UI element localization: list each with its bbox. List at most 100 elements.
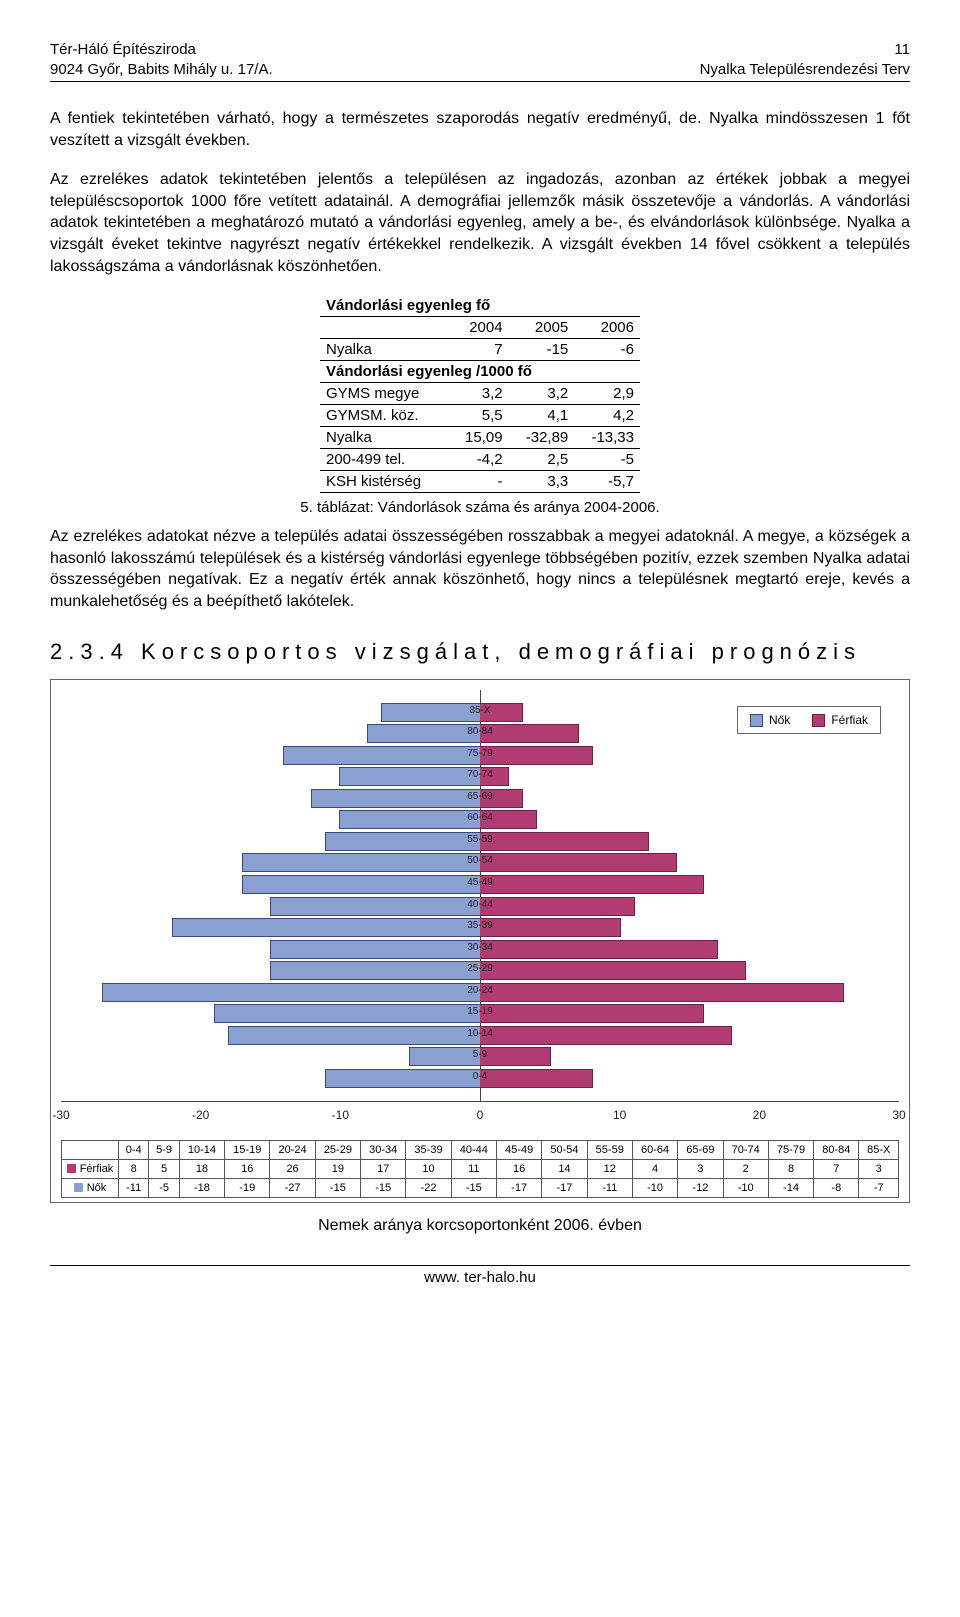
- age-group-label: 25-29: [467, 963, 493, 974]
- table-cell: 15,09: [449, 427, 509, 449]
- grid-cell: 12: [587, 1159, 632, 1178]
- bar-nok: [311, 789, 480, 808]
- grid-cell: -27: [270, 1178, 315, 1197]
- table-cell: 7: [449, 339, 509, 361]
- grid-cell: 16: [225, 1159, 270, 1178]
- paragraph-1: A fentiek tekintetében várható, hogy a t…: [50, 108, 910, 151]
- grid-cell: -8: [814, 1178, 859, 1197]
- x-tick: 0: [477, 1108, 484, 1122]
- age-group-label: 30-34: [467, 942, 493, 953]
- chart-caption: Nemek aránya korcsoportonként 2006. évbe…: [50, 1217, 910, 1235]
- grid-cell: -15: [315, 1178, 360, 1197]
- table-cell: 5,5: [449, 405, 509, 427]
- grid-col-head: 75-79: [768, 1140, 813, 1159]
- table-row-label: GYMSM. köz.: [320, 405, 449, 427]
- grid-cell: 10: [406, 1159, 451, 1178]
- grid-row-head: Nők: [62, 1178, 119, 1197]
- bar-ferfiak: [480, 853, 677, 872]
- bar-nok: [270, 940, 481, 959]
- grid-col-head: 45-49: [496, 1140, 541, 1159]
- table-cell: -6: [574, 339, 640, 361]
- table-cell: 4,2: [574, 405, 640, 427]
- bar-nok: [283, 746, 480, 765]
- grid-cell: -17: [542, 1178, 587, 1197]
- table-year: 2006: [574, 317, 640, 339]
- grid-cell: -11: [119, 1178, 149, 1197]
- age-group-label: 75-79: [467, 748, 493, 759]
- page-number: 11: [894, 40, 910, 60]
- paragraph-3: Az ezrelékes adatokat nézve a település …: [50, 526, 910, 612]
- paragraph-2: Az ezrelékes adatok tekintetében jelentő…: [50, 169, 910, 277]
- grid-col-head: 40-44: [451, 1140, 496, 1159]
- grid-col-head: 30-34: [361, 1140, 406, 1159]
- bar-ferfiak: [480, 1004, 704, 1023]
- bar-ferfiak: [480, 897, 635, 916]
- bar-nok: [381, 703, 480, 722]
- section-heading: 2.3.4 Korcsoportos vizsgálat, demográfia…: [50, 639, 910, 665]
- grid-cell: -18: [179, 1178, 224, 1197]
- bar-nok: [270, 961, 481, 980]
- age-group-label: 20-24: [467, 985, 493, 996]
- table-cell: 3,2: [509, 383, 575, 405]
- grid-cell: -10: [723, 1178, 768, 1197]
- grid-cell: 14: [542, 1159, 587, 1178]
- table-year: 2005: [509, 317, 575, 339]
- grid-cell: -22: [406, 1178, 451, 1197]
- table-cell: -: [449, 471, 509, 493]
- table-year: 2004: [449, 317, 509, 339]
- bar-nok: [339, 810, 480, 829]
- grid-cell: 8: [119, 1159, 149, 1178]
- table-cell: -4,2: [449, 449, 509, 471]
- grid-cell: -17: [496, 1178, 541, 1197]
- grid-col-head: 15-19: [225, 1140, 270, 1159]
- table-section-head: Vándorlási egyenleg /1000 fő: [320, 361, 640, 383]
- grid-col-head: 35-39: [406, 1140, 451, 1159]
- bar-nok: [172, 918, 480, 937]
- bar-ferfiak: [480, 1026, 732, 1045]
- table-row-label: Nyalka: [320, 339, 449, 361]
- x-tick: -10: [332, 1108, 349, 1122]
- age-group-label: 45-49: [467, 877, 493, 888]
- grid-col-head: 10-14: [179, 1140, 224, 1159]
- grid-cell: -7: [859, 1178, 899, 1197]
- bar-nok: [242, 853, 480, 872]
- bar-ferfiak: [480, 724, 579, 743]
- header-addr: 9024 Győr, Babits Mihály u. 17/A.: [50, 60, 273, 80]
- bar-ferfiak: [480, 1047, 551, 1066]
- grid-cell: 11: [451, 1159, 496, 1178]
- bar-ferfiak: [480, 875, 704, 894]
- header-org: Tér-Háló Építésziroda: [50, 40, 196, 60]
- bar-nok: [102, 983, 480, 1002]
- grid-cell: -15: [361, 1178, 406, 1197]
- grid-col-head: 55-59: [587, 1140, 632, 1159]
- x-tick: -20: [192, 1108, 209, 1122]
- grid-cell: 4: [632, 1159, 677, 1178]
- age-group-label: 80-84: [467, 726, 493, 737]
- x-tick: 20: [753, 1108, 766, 1122]
- age-group-label: 40-44: [467, 899, 493, 910]
- bar-nok: [242, 875, 480, 894]
- grid-cell: 8: [768, 1159, 813, 1178]
- table-5-caption: 5. táblázat: Vándorlások száma és aránya…: [50, 499, 910, 516]
- bar-ferfiak: [480, 918, 621, 937]
- bar-ferfiak: [480, 746, 593, 765]
- x-tick: -30: [52, 1108, 69, 1122]
- table-cell: 3,3: [509, 471, 575, 493]
- grid-cell: 26: [270, 1159, 315, 1178]
- bar-ferfiak: [480, 1069, 593, 1088]
- age-group-label: 10-14: [467, 1028, 493, 1039]
- grid-col-head: 85-X: [859, 1140, 899, 1159]
- grid-cell: 5: [149, 1159, 179, 1178]
- pyramid-chart: Nők Férfiak -30-20-10010203085-X80-8475-…: [50, 679, 910, 1203]
- age-group-label: 60-64: [467, 812, 493, 823]
- grid-col-head: 60-64: [632, 1140, 677, 1159]
- table-cell: 3,2: [449, 383, 509, 405]
- grid-cell: 2: [723, 1159, 768, 1178]
- grid-cell: -10: [632, 1178, 677, 1197]
- bar-ferfiak: [480, 940, 718, 959]
- age-group-label: 55-59: [467, 834, 493, 845]
- grid-row-head: Férfiak: [62, 1159, 119, 1178]
- table-cell: 4,1: [509, 405, 575, 427]
- table-5: Vándorlási egyenleg fő200420052006Nyalka…: [320, 295, 640, 493]
- grid-cell: 3: [678, 1159, 723, 1178]
